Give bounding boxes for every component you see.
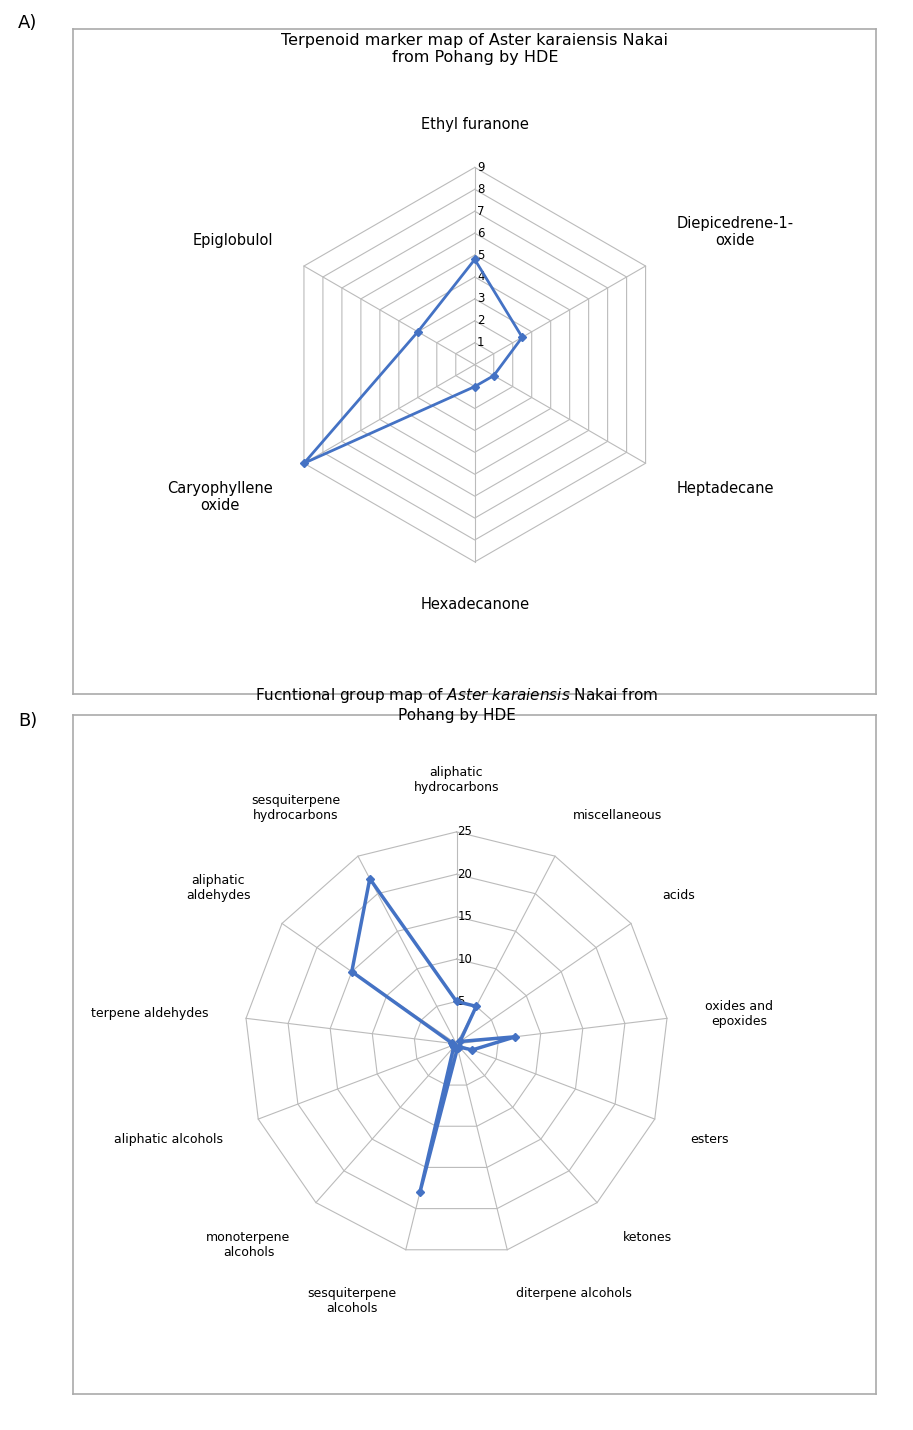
Text: sesquiterpene
alcohols: sesquiterpene alcohols xyxy=(308,1287,396,1314)
Text: 9: 9 xyxy=(477,162,485,174)
Text: 2: 2 xyxy=(477,315,485,327)
Text: oxides and
epoxides: oxides and epoxides xyxy=(705,1000,773,1028)
Text: 8: 8 xyxy=(477,183,484,196)
Text: Heptadecane: Heptadecane xyxy=(677,480,774,496)
Text: miscellaneous: miscellaneous xyxy=(572,809,662,822)
Text: Caryophyllene
oxide: Caryophyllene oxide xyxy=(167,480,273,513)
Text: esters: esters xyxy=(690,1133,729,1145)
Text: aliphatic
aldehydes: aliphatic aldehydes xyxy=(186,874,250,902)
Text: ketones: ketones xyxy=(623,1231,672,1244)
Title: Fucntional group map of $\mathit{Aster\ karaiensis}$ Nakai from
Pohang by HDE: Fucntional group map of $\mathit{Aster\ … xyxy=(255,686,658,722)
Text: aliphatic alcohols: aliphatic alcohols xyxy=(113,1133,223,1145)
Text: Hexadecanone: Hexadecanone xyxy=(420,598,530,612)
Text: 20: 20 xyxy=(457,868,472,881)
Text: 15: 15 xyxy=(457,909,472,924)
Text: Ethyl furanone: Ethyl furanone xyxy=(421,117,529,132)
Text: B): B) xyxy=(18,712,37,731)
Text: 5: 5 xyxy=(457,995,465,1008)
Title: Terpenoid marker map of Aster karaiensis Nakai
from Pohang by HDE: Terpenoid marker map of Aster karaiensis… xyxy=(281,33,668,64)
Text: acids: acids xyxy=(663,889,695,902)
Text: 5: 5 xyxy=(477,249,484,262)
Text: sesquiterpene
hydrocarbons: sesquiterpene hydrocarbons xyxy=(251,794,341,822)
Text: terpene aldehydes: terpene aldehydes xyxy=(90,1007,208,1020)
Text: Epiglobulol: Epiglobulol xyxy=(193,233,273,249)
Text: diterpene alcohols: diterpene alcohols xyxy=(517,1287,632,1300)
Text: A): A) xyxy=(18,14,37,33)
Text: 4: 4 xyxy=(477,270,485,283)
Text: 25: 25 xyxy=(457,825,472,838)
Text: monoterpene
alcohols: monoterpene alcohols xyxy=(206,1231,290,1260)
Text: 7: 7 xyxy=(477,204,485,217)
Text: aliphatic
hydrocarbons: aliphatic hydrocarbons xyxy=(414,765,499,794)
Text: 3: 3 xyxy=(477,292,484,306)
Text: Diepicedrene-1-
oxide: Diepicedrene-1- oxide xyxy=(677,216,793,249)
Text: 1: 1 xyxy=(477,336,485,349)
Text: 6: 6 xyxy=(477,227,485,240)
Text: 10: 10 xyxy=(457,952,472,965)
